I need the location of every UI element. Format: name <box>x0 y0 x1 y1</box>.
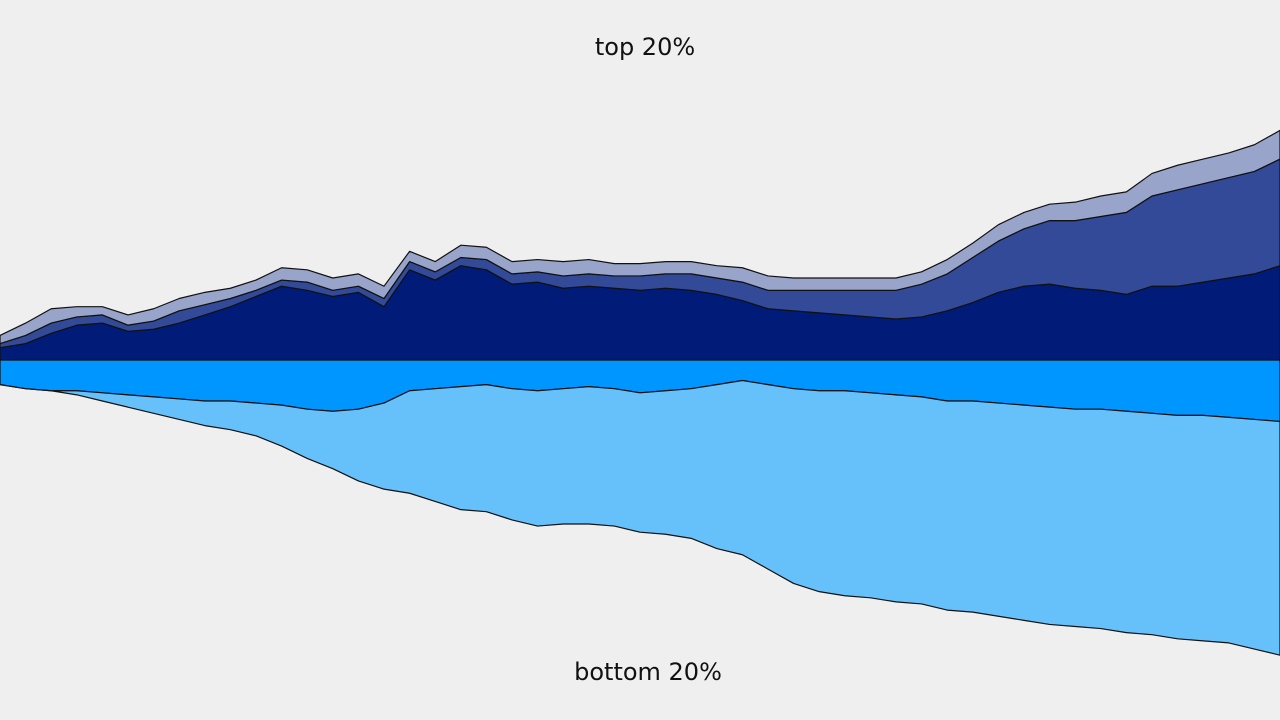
top-label: top 20% <box>595 33 695 61</box>
bottom-label: bottom 20% <box>574 658 722 686</box>
bottom-series-area-2 <box>0 379 1280 656</box>
series-group <box>0 129 1280 656</box>
top-series-area-3 <box>0 129 1280 345</box>
